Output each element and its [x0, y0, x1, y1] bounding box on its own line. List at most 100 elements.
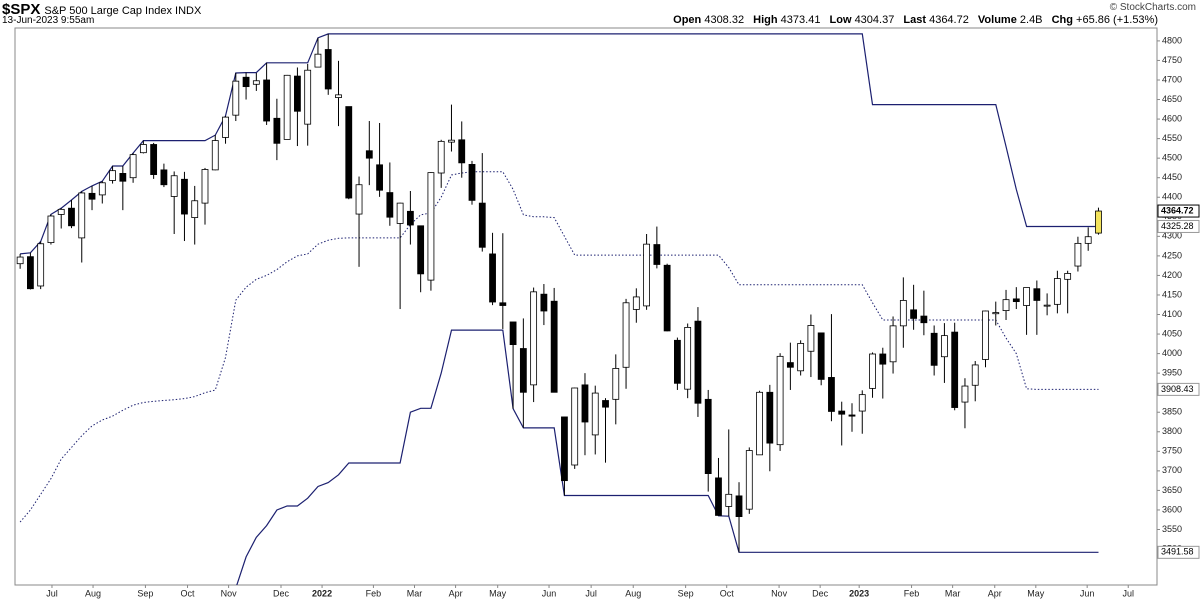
y-tick-label: 3550 [1162, 524, 1182, 534]
plot-area [16, 33, 1102, 585]
x-tick-label: Aug [85, 588, 101, 598]
candle-body [458, 139, 466, 164]
candle-body [684, 327, 692, 390]
x-tick-label: Feb [904, 588, 920, 598]
candle-body [571, 387, 579, 466]
candle-body [951, 331, 959, 408]
x-tick-label: 2023 [849, 588, 869, 598]
candle-body [838, 410, 846, 415]
candle-body [745, 450, 753, 510]
y-tick-label: 4300 [1162, 231, 1182, 241]
price-label-box [1157, 382, 1200, 396]
y-tick-label: 4050 [1162, 328, 1182, 338]
candle-body [643, 243, 650, 307]
candle-body [632, 296, 640, 310]
candle-body [109, 170, 116, 181]
candle-body [232, 80, 240, 116]
candle-body [365, 150, 373, 159]
quote-label: Low [829, 14, 852, 26]
channel-lower [236, 329, 1099, 585]
candle-body [776, 355, 784, 446]
candle-body [68, 207, 75, 227]
header: $SPX S&P 500 Large Cap Index INDX [2, 1, 201, 18]
candle-body [119, 173, 127, 182]
quote-value: 2.4B [1019, 14, 1043, 26]
y-tick-label: 3650 [1162, 485, 1182, 495]
y-tick-label: 4450 [1162, 172, 1182, 182]
y-tick-label: 3600 [1162, 504, 1182, 514]
candle-body [386, 192, 394, 218]
x-tick-label: May [1027, 588, 1045, 598]
x-tick-label: Nov [771, 588, 788, 598]
candle-body [252, 80, 260, 85]
y-tick-label: 3800 [1162, 426, 1182, 436]
candle-body [1095, 210, 1102, 234]
plot-frame [14, 27, 1158, 586]
candle-body [807, 325, 815, 352]
quote-bar: Open 4308.32 High 4373.41 Low 4304.37 La… [667, 14, 1158, 26]
candle-body [57, 208, 65, 215]
candle-body [345, 106, 353, 199]
quote-label: Chg [1051, 14, 1073, 26]
candle-body [930, 332, 938, 366]
x-tick-label: Apr [449, 588, 463, 598]
y-tick-label: 4750 [1162, 55, 1182, 65]
candle-body [139, 144, 147, 154]
copyright: © StockCharts.com [1109, 2, 1196, 13]
candle-body [242, 76, 250, 88]
x-tick-label: Dec [812, 588, 829, 598]
quote-label: Last [903, 14, 927, 26]
y-tick-label: 4100 [1162, 309, 1182, 319]
x-tick-label: Mar [945, 588, 961, 598]
price-label: 4364.72 [1161, 205, 1194, 215]
x-tick-label: Jul [585, 588, 597, 598]
candle-body [920, 315, 928, 324]
price-label: 3491.58 [1161, 547, 1194, 557]
candle-body [160, 169, 168, 186]
y-tick-label: 4800 [1162, 35, 1182, 45]
x-tick-label: Oct [720, 588, 735, 598]
y-tick-label: 3950 [1162, 368, 1182, 378]
symbol: $SPX [2, 1, 41, 18]
candle-body [591, 392, 599, 436]
candle-body [519, 348, 527, 393]
candle-body [725, 493, 733, 507]
candle-body [961, 385, 969, 403]
candle-body [992, 312, 1000, 315]
x-tick-label: Aug [625, 588, 641, 598]
candle-body [941, 335, 948, 358]
candle-body [417, 225, 425, 275]
candle-body [376, 164, 383, 191]
candle-body [817, 332, 825, 380]
candle-body [1043, 304, 1051, 307]
candle-body [756, 391, 763, 456]
candle-body [1012, 298, 1020, 303]
candle-body [98, 182, 106, 196]
candle-body [396, 202, 404, 224]
candle-body [889, 325, 897, 363]
candle-body [448, 139, 455, 143]
candle-body [982, 310, 989, 360]
candle-body [1053, 278, 1061, 305]
x-tick-label: May [489, 588, 507, 598]
y-tick-label: 4250 [1162, 250, 1182, 260]
index-name: S&P 500 Large Cap Index [44, 5, 172, 17]
x-tick-label: Jun [542, 588, 557, 598]
candle-body [181, 178, 188, 215]
candle-body [427, 172, 435, 281]
candle-body [191, 200, 199, 218]
channel-upper [20, 33, 1099, 255]
candle-body [16, 256, 24, 265]
candle-body [581, 384, 589, 423]
x-tick-label: Mar [407, 588, 423, 598]
y-tick-label: 3850 [1162, 407, 1182, 417]
candle-body [1023, 287, 1030, 306]
candle-body [848, 414, 856, 417]
candle-body [540, 293, 548, 312]
quote-value: 4364.72 [929, 14, 969, 26]
candle-body [715, 477, 722, 516]
y-tick-label: 3750 [1162, 446, 1182, 456]
candle-body [1084, 236, 1092, 244]
